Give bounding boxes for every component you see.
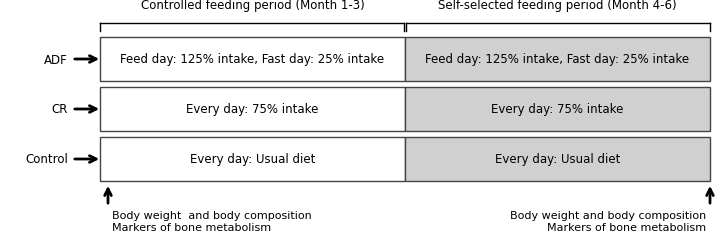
Text: Every day: 75% intake: Every day: 75% intake	[491, 103, 624, 116]
Bar	[405, 38, 710, 82]
Text: Every day: Usual diet: Every day: Usual diet	[495, 153, 620, 166]
Text: ADF: ADF	[44, 53, 68, 66]
Text: CR: CR	[52, 103, 68, 116]
Bar	[405, 88, 710, 132]
Bar	[100, 38, 405, 82]
Text: Control: Control	[25, 153, 68, 166]
Text: Body weight and body composition
Markers of bone metabolism: Body weight and body composition Markers…	[510, 210, 706, 232]
Text: Body weight  and body composition
Markers of bone metabolism: Body weight and body composition Markers…	[112, 210, 311, 232]
Text: Feed day: 125% intake, Fast day: 25% intake: Feed day: 125% intake, Fast day: 25% int…	[120, 53, 384, 66]
Bar	[100, 88, 405, 132]
Text: Self-selected feeding period (Month 4-6): Self-selected feeding period (Month 4-6)	[438, 0, 677, 12]
Bar	[405, 138, 710, 181]
Bar	[100, 138, 405, 181]
Text: Feed day: 125% intake, Fast day: 25% intake: Feed day: 125% intake, Fast day: 25% int…	[425, 53, 689, 66]
Text: Every day: Usual diet: Every day: Usual diet	[190, 153, 315, 166]
Text: Every day: 75% intake: Every day: 75% intake	[186, 103, 319, 116]
Text: Controlled feeding period (Month 1-3): Controlled feeding period (Month 1-3)	[141, 0, 364, 12]
